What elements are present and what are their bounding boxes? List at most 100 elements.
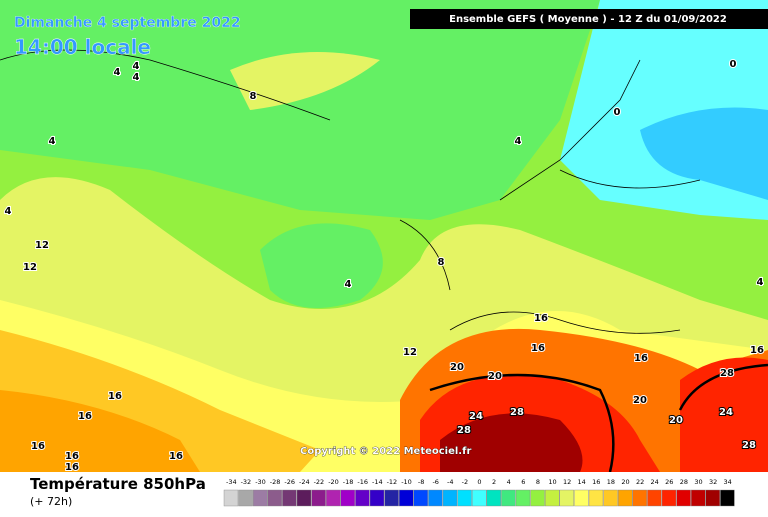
legend-value: -24: [299, 478, 310, 486]
zone-yellow-n: [230, 52, 380, 110]
contour-label: 12: [23, 262, 37, 273]
contour-label: 4: [345, 279, 352, 290]
date: Dimanche 4 septembre 2022: [14, 15, 241, 31]
legend-value: 30: [694, 478, 702, 486]
contour-label: 28: [720, 368, 734, 379]
legend-swatch: [384, 489, 399, 507]
contour-label: 16: [65, 451, 79, 462]
contour-label: 16: [534, 313, 548, 324]
contour-label: 12: [35, 240, 49, 251]
contour-label: 20: [669, 415, 683, 426]
legend-swatch: [501, 489, 516, 507]
contour-label: 16: [169, 451, 183, 462]
contour-label: 28: [457, 425, 471, 436]
legend-swatch: [223, 489, 239, 507]
legend-value: 10: [548, 478, 556, 486]
legend-value: 34: [724, 478, 732, 486]
model-info: Ensemble GEFS ( Moyenne ) - 12 Z du 01/0…: [449, 14, 727, 25]
map: [0, 0, 768, 473]
zone-green-low: [260, 223, 383, 308]
legend-swatch: [588, 489, 604, 507]
contour-label: 20: [488, 371, 502, 382]
legend-swatch: [691, 489, 706, 507]
contour-label: 4: [757, 277, 764, 288]
legend-swatch: [720, 489, 735, 507]
legend-value: -4: [447, 478, 453, 486]
legend-value: -2: [462, 478, 468, 486]
contour-label: 28: [510, 407, 524, 418]
legend-swatch: [296, 489, 312, 507]
legend-value: -20: [328, 478, 339, 486]
contour-label: 20: [450, 362, 464, 373]
legend-swatch: [413, 489, 428, 507]
legend-swatch: [661, 489, 677, 507]
legend-value: -14: [372, 478, 383, 486]
model-banner: [410, 9, 768, 29]
legend-value: 14: [578, 478, 586, 486]
legend-value: 12: [563, 478, 571, 486]
contour-label: 0: [730, 59, 737, 70]
contour-label: 4: [5, 206, 12, 217]
legend-swatch: [399, 489, 414, 507]
legend-swatch: [603, 489, 618, 507]
contour-label: 16: [750, 345, 764, 356]
legend-value: 8: [536, 478, 540, 486]
legend-value: 16: [592, 478, 600, 486]
legend-swatch: [647, 489, 662, 507]
isotherm: [429, 363, 768, 473]
coastline: [0, 49, 701, 334]
legend-value: 6: [521, 478, 525, 486]
zone-green: [0, 0, 600, 220]
legend-swatch: [311, 489, 326, 507]
legend-value: 26: [665, 478, 673, 486]
zone-orange-dark: [0, 390, 200, 472]
legend-value: 22: [636, 478, 644, 486]
contour-label: 12: [403, 347, 417, 358]
legend-value: -34: [226, 478, 237, 486]
footer-lead: (+ 72h): [30, 495, 72, 508]
contour-label: 4: [49, 136, 56, 147]
legend-swatch: [486, 489, 501, 507]
legend-value: -8: [418, 478, 424, 486]
legend-swatch: [457, 489, 472, 507]
legend-swatch: [267, 489, 282, 507]
contour-label: 20: [633, 395, 647, 406]
legend-swatch: [632, 489, 647, 507]
legend-swatch: [428, 489, 443, 507]
legend-value: 28: [680, 478, 688, 486]
contour-label: 16: [108, 391, 122, 402]
legend-value: -6: [432, 478, 438, 486]
legend-value: -16: [357, 478, 368, 486]
legend-value: -12: [387, 478, 398, 486]
zone-darkred: [440, 413, 583, 472]
legend-swatch: [355, 489, 370, 507]
contour-label: 8: [438, 257, 445, 268]
legend-value: -28: [270, 478, 281, 486]
contour-label: 16: [78, 411, 92, 422]
contour-label: 4: [114, 67, 121, 78]
legend-swatch: [618, 489, 633, 507]
legend-value: 20: [621, 478, 629, 486]
zone-blue: [640, 107, 768, 200]
contour-label: 28: [742, 440, 756, 451]
legend-value: 24: [651, 478, 659, 486]
legend-value: -30: [255, 478, 266, 486]
legend-swatch: [515, 489, 531, 507]
contour-label: 16: [65, 462, 79, 473]
contour-label: 16: [31, 441, 45, 452]
legend-swatch: [545, 489, 560, 507]
legend-swatch: [530, 489, 545, 507]
contour-label: 0: [614, 107, 621, 118]
footer-title: Température 850hPa: [30, 475, 206, 493]
legend-value: 4: [507, 478, 511, 486]
legend-value: 0: [477, 478, 481, 486]
contour-label: 24: [469, 411, 483, 422]
contour-label: 24: [719, 407, 733, 418]
legend-swatch: [574, 489, 589, 507]
legend-value: 32: [709, 478, 717, 486]
legend-value: -18: [343, 478, 354, 486]
copyright: Copyright © 2022 Meteociel.fr: [300, 446, 471, 457]
legend-swatch: [705, 489, 720, 507]
